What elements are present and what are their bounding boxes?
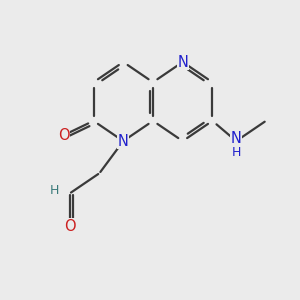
Text: N: N bbox=[231, 130, 242, 146]
Text: O: O bbox=[58, 128, 70, 142]
Text: O: O bbox=[64, 219, 76, 234]
Text: H: H bbox=[232, 146, 241, 159]
Text: H: H bbox=[50, 184, 60, 197]
Text: N: N bbox=[177, 55, 188, 70]
Text: N: N bbox=[118, 134, 129, 148]
